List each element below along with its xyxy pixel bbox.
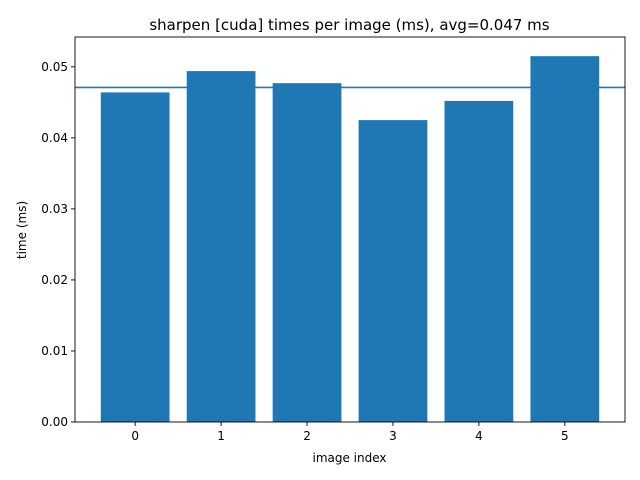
x-tick-label-4: 4 bbox=[475, 429, 483, 443]
x-tick-label-5: 5 bbox=[561, 429, 569, 443]
x-tick-label-2: 2 bbox=[303, 429, 311, 443]
bar-2 bbox=[272, 83, 342, 423]
y-tick-label-0.01: 0.01 bbox=[41, 344, 68, 358]
x-axis-label: image index bbox=[312, 451, 386, 465]
x-tick-label-1: 1 bbox=[217, 429, 225, 443]
bar-3 bbox=[358, 120, 428, 422]
y-tick-label-0.00: 0.00 bbox=[41, 415, 68, 429]
axes-frame bbox=[74, 36, 626, 423]
y-tick-label-0.03: 0.03 bbox=[41, 202, 68, 216]
chart-title: sharpen [cuda] times per image (ms), avg… bbox=[149, 16, 549, 34]
y-axis-label: time (ms) bbox=[15, 201, 29, 259]
bar-5 bbox=[530, 56, 600, 423]
y-tick-label-0.05: 0.05 bbox=[41, 60, 68, 74]
y-tick-label-0.04: 0.04 bbox=[41, 131, 68, 145]
plot-area: 0 1 2 3 4 5 0.00 0.01 0.02 0.03 0.04 0.05 bbox=[41, 36, 626, 443]
bar-4 bbox=[444, 100, 514, 423]
bar-1 bbox=[186, 71, 256, 422]
x-tick-label-3: 3 bbox=[389, 429, 397, 443]
x-tick-label-0: 0 bbox=[131, 429, 139, 443]
bar-0 bbox=[100, 92, 170, 422]
y-tick-label-0.02: 0.02 bbox=[41, 273, 68, 287]
